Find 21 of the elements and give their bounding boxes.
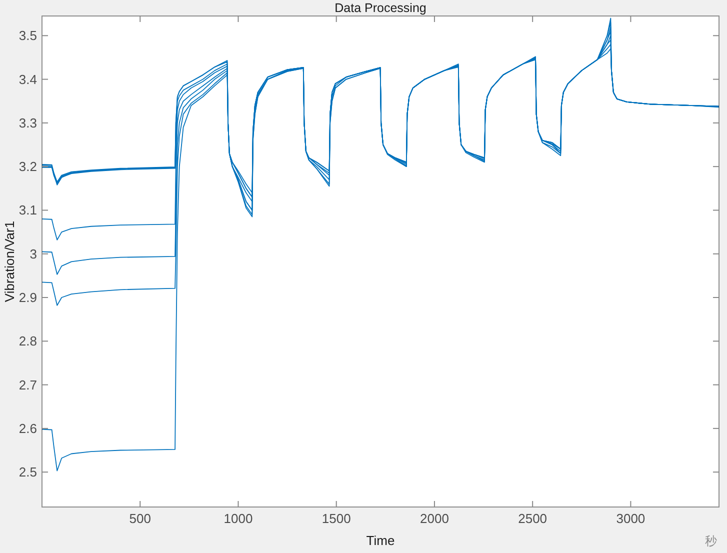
y-tick-label: 3.4 — [18, 72, 37, 87]
y-tick-label: 2.9 — [18, 290, 37, 306]
text: 秒 — [705, 534, 717, 548]
x-tick-label: 3000 — [616, 511, 646, 526]
x-axis-title: Time — [366, 533, 395, 548]
y-tick-label: 2.6 — [18, 420, 37, 436]
y-tick-label: 2.7 — [18, 377, 37, 392]
x-tick-label: 2500 — [518, 511, 548, 526]
y-tick-label: 3.1 — [18, 202, 37, 218]
y-axis-title: Vibration/Var1 — [2, 220, 17, 302]
y-tick-label: 3 — [30, 246, 37, 262]
x-tick-label: 2000 — [420, 511, 449, 526]
y-tick-label: 3.2 — [18, 159, 37, 174]
x-tick-label: 500 — [129, 511, 151, 526]
x-tick-label: 1500 — [322, 511, 351, 526]
chart-title: Data Processing — [334, 1, 426, 15]
y-tick-label: 3.5 — [18, 28, 37, 44]
x-tick-label: 1000 — [224, 511, 253, 526]
y-tick-label: 3.3 — [18, 115, 37, 130]
y-tick-label: 2.8 — [18, 334, 37, 349]
y-tick-label: 2.5 — [18, 464, 37, 480]
